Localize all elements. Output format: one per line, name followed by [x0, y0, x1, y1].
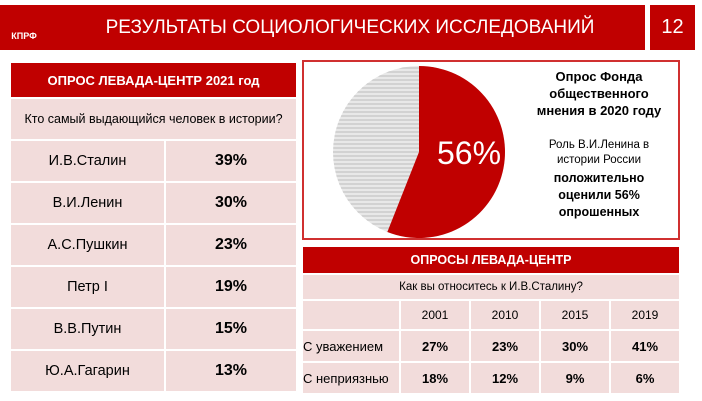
- percent-cell: 19%: [165, 266, 297, 308]
- percent-cell: 30%: [165, 182, 297, 224]
- pie-chart: 56%: [333, 66, 505, 238]
- table-title: ОПРОС ЛЕВАДА-ЦЕНТР 2021 год: [10, 62, 297, 98]
- percent-cell: 30%: [540, 330, 610, 362]
- header-banner: КПРФ РЕЗУЛЬТАТЫ СОЦИОЛОГИЧЕСКИХ ИССЛЕДОВ…: [0, 5, 645, 50]
- percent-cell: 23%: [470, 330, 540, 362]
- name-cell: А.С.Пушкин: [10, 224, 165, 266]
- year-cell: 2001: [400, 300, 470, 330]
- percent-cell: 9%: [540, 362, 610, 394]
- row-label: С неприязнью: [302, 362, 400, 394]
- year-cell: 2019: [610, 300, 680, 330]
- blank-cell: [302, 300, 400, 330]
- poll-text: Роль В.И.Ленина в истории России: [548, 139, 650, 166]
- name-cell: Ю.А.Гагарин: [10, 350, 165, 392]
- table-question: Как вы относитесь к И.В.Сталину?: [302, 274, 680, 300]
- percent-cell: 12%: [470, 362, 540, 394]
- percent-cell: 23%: [165, 224, 297, 266]
- percent-cell: 18%: [400, 362, 470, 394]
- table-question: Кто самый выдающийся человек в истории?: [10, 98, 297, 140]
- percent-cell: 27%: [400, 330, 470, 362]
- percent-cell: 41%: [610, 330, 680, 362]
- name-cell: И.В.Сталин: [10, 140, 165, 182]
- percent-cell: 13%: [165, 350, 297, 392]
- poll-result: положительно оценили 56% опрошенных: [553, 171, 645, 219]
- poll-box: 56% Опрос Фонда общественного мнения в 2…: [302, 60, 680, 240]
- percent-cell: 6%: [610, 362, 680, 394]
- name-cell: Петр I: [10, 266, 165, 308]
- table-title: ОПРОСЫ ЛЕВАДА-ЦЕНТР: [302, 246, 680, 274]
- logo-text: КПРФ: [11, 31, 37, 41]
- slide-title: РЕЗУЛЬТАТЫ СОЦИОЛОГИЧЕСКИХ ИССЛЕДОВАНИЙ: [105, 17, 595, 38]
- logo: КПРФ: [6, 9, 42, 45]
- poll-title: Опрос Фонда общественного мнения в 2020 …: [536, 69, 662, 118]
- name-cell: В.И.Ленин: [10, 182, 165, 224]
- pie-slice: [387, 66, 505, 238]
- name-cell: В.В.Путин: [10, 308, 165, 350]
- page-number: 12: [650, 5, 695, 50]
- row-label: С уважением: [302, 330, 400, 362]
- percent-cell: 15%: [165, 308, 297, 350]
- pie-label: 56%: [437, 135, 501, 171]
- percent-cell: 39%: [165, 140, 297, 182]
- year-cell: 2010: [470, 300, 540, 330]
- year-cell: 2015: [540, 300, 610, 330]
